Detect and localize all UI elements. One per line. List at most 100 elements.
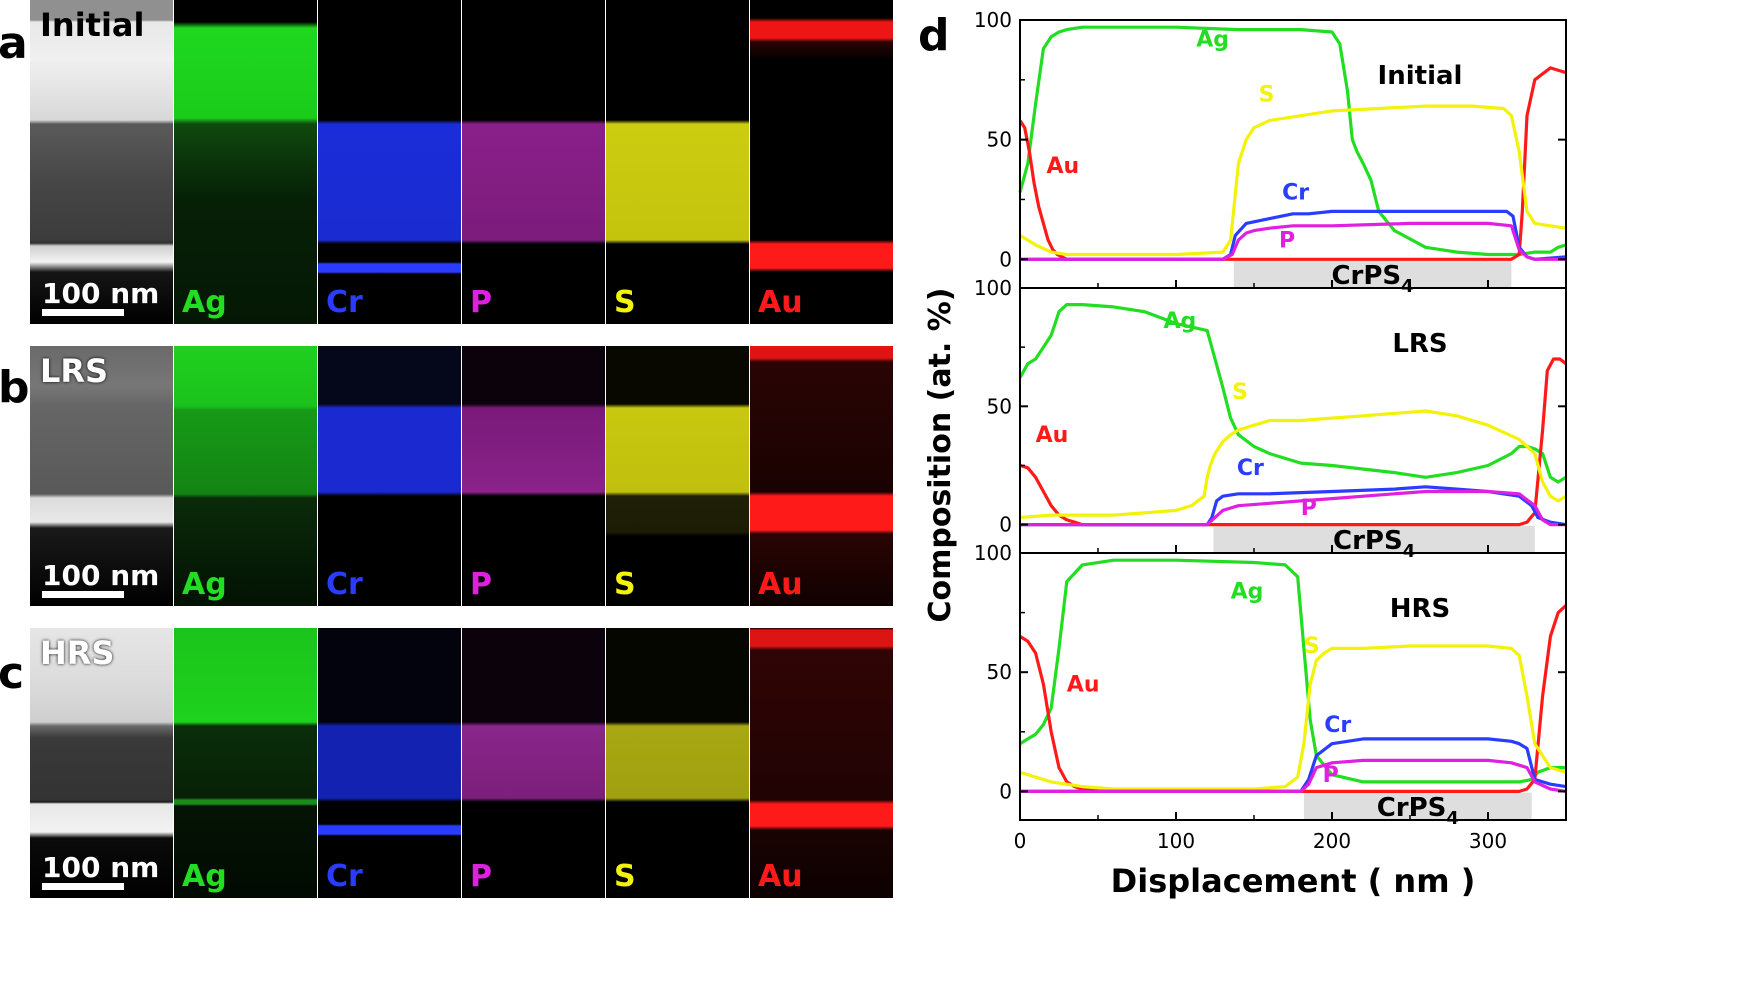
- subplot-hrs: CrPS4 Ag Au S Cr P HRS 0 50 100: [974, 541, 1568, 829]
- crps4-layer-label: CrPS4: [1377, 793, 1459, 829]
- series-line-au: [1018, 66, 1567, 261]
- scale-bar: [42, 883, 124, 890]
- eds-map-ag: Ag: [174, 628, 317, 898]
- series-label-s: S: [1232, 380, 1248, 405]
- crps4-layer-label: CrPS4: [1331, 261, 1413, 297]
- series-label-s: S: [1304, 634, 1320, 659]
- element-label-au: Au: [758, 859, 803, 894]
- series-line-au: [1019, 604, 1568, 793]
- element-label-p: P: [470, 285, 492, 320]
- tem-image-hrs: HRS 100 nm: [30, 628, 173, 898]
- y-tick-label: 50: [987, 128, 1012, 152]
- element-label-ag: Ag: [182, 859, 227, 894]
- element-label-ag: Ag: [182, 285, 227, 320]
- scale-bar-label: 100 nm: [42, 851, 160, 884]
- y-tick-label: 50: [987, 394, 1012, 418]
- series-label-p: P: [1301, 496, 1317, 521]
- plot-frame: [1019, 287, 1567, 554]
- series-line-s: [1019, 104, 1567, 257]
- eds-map-p: P: [462, 628, 605, 898]
- y-tick-label: 0: [999, 779, 1012, 803]
- element-label-cr: Cr: [326, 859, 363, 894]
- state-label-hrs: HRS: [40, 634, 115, 672]
- eds-map-au: Au: [750, 346, 893, 606]
- scale-bar-label: 100 nm: [42, 559, 160, 592]
- panel-letter-a: a: [0, 18, 28, 69]
- y-tick-label: 100: [974, 276, 1012, 300]
- series-label-cr: Cr: [1237, 456, 1264, 481]
- series-line-s: [1019, 409, 1567, 520]
- y-tick-label: 100: [974, 8, 1012, 32]
- y-tick-label: 0: [999, 513, 1012, 537]
- series-line-s: [1019, 644, 1567, 791]
- state-label-lrs: LRS: [40, 352, 109, 390]
- series-line-ag: [1018, 25, 1567, 257]
- element-label-p: P: [470, 567, 492, 602]
- scale-bar: [42, 309, 124, 316]
- crps4-layer-band: [1233, 260, 1512, 288]
- subplot-title: Initial: [1378, 61, 1463, 91]
- eds-map-ag: Ag: [174, 346, 317, 606]
- subplot-title: LRS: [1392, 329, 1447, 359]
- y-tick-label: 0: [999, 247, 1012, 271]
- eds-map-s: S: [606, 628, 749, 898]
- element-label-s: S: [614, 285, 636, 320]
- series-line-au: [1019, 357, 1567, 527]
- series-line-cr: [1020, 485, 1567, 527]
- element-label-cr: Cr: [326, 285, 363, 320]
- y-tick-label: 50: [987, 660, 1012, 684]
- eds-map-p: P: [462, 0, 605, 324]
- panel-letter-b: b: [0, 362, 30, 413]
- element-label-p: P: [470, 859, 492, 894]
- plot-frame: [1019, 19, 1567, 289]
- eds-map-au: Au: [750, 0, 893, 324]
- state-label-initial: Initial: [40, 6, 145, 44]
- crps4-layer-band: [1213, 525, 1535, 553]
- series-label-p: P: [1323, 763, 1339, 788]
- eds-map-au: Au: [750, 628, 893, 898]
- subplot-initial: CrPS4 Ag Au S Cr P Initial 0 50 100: [974, 8, 1567, 297]
- series-label-au: Au: [1047, 154, 1080, 179]
- element-label-s: S: [614, 567, 636, 602]
- scale-bar-label: 100 nm: [42, 277, 160, 310]
- series-label-p: P: [1279, 228, 1295, 253]
- element-label-au: Au: [758, 285, 803, 320]
- eds-map-cr: Cr: [318, 0, 461, 324]
- x-tick-label: 300: [1469, 829, 1507, 853]
- subplot-title: HRS: [1390, 594, 1451, 624]
- tem-image-initial: Initial 100 nm: [30, 0, 173, 324]
- panel-letter-c: c: [0, 648, 25, 699]
- subplot-lrs: CrPS4 Ag Au S Cr P LRS 0 50 100: [974, 276, 1567, 562]
- element-label-ag: Ag: [182, 567, 227, 602]
- series-line-p: [1020, 221, 1566, 261]
- element-label-s: S: [614, 859, 636, 894]
- series-label-au: Au: [1036, 423, 1069, 448]
- series-label-au: Au: [1067, 672, 1100, 697]
- series-label-ag: Ag: [1196, 27, 1229, 52]
- series-line-p: [1020, 758, 1567, 793]
- eds-map-ag: Ag: [174, 0, 317, 324]
- element-label-cr: Cr: [326, 567, 363, 602]
- y-axis-label: Composition (at. %): [923, 287, 958, 622]
- panel-letter-d: d: [918, 10, 950, 61]
- series-line-cr: [1020, 737, 1567, 793]
- eds-map-p: P: [462, 346, 605, 606]
- x-tick-label: 100: [1157, 829, 1195, 853]
- element-label-au: Au: [758, 567, 803, 602]
- tem-image-lrs: LRS 100 nm: [30, 346, 173, 606]
- plot-frame: [1019, 552, 1567, 821]
- series-label-ag: Ag: [1231, 579, 1264, 604]
- series-label-ag: Ag: [1164, 309, 1197, 334]
- eds-map-cr: Cr: [318, 346, 461, 606]
- series-line-cr: [1020, 209, 1567, 261]
- series-label-cr: Cr: [1282, 180, 1309, 205]
- series-line-ag: [1019, 558, 1566, 784]
- x-tick-label: 0: [1014, 829, 1027, 853]
- crps4-layer-label: CrPS4: [1333, 526, 1415, 562]
- eds-map-s: S: [606, 346, 749, 606]
- eds-map-cr: Cr: [318, 628, 461, 898]
- eds-map-s: S: [606, 0, 749, 324]
- series-line-p: [1020, 489, 1566, 527]
- y-tick-label: 100: [974, 541, 1012, 565]
- x-tick-label: 200: [1313, 829, 1351, 853]
